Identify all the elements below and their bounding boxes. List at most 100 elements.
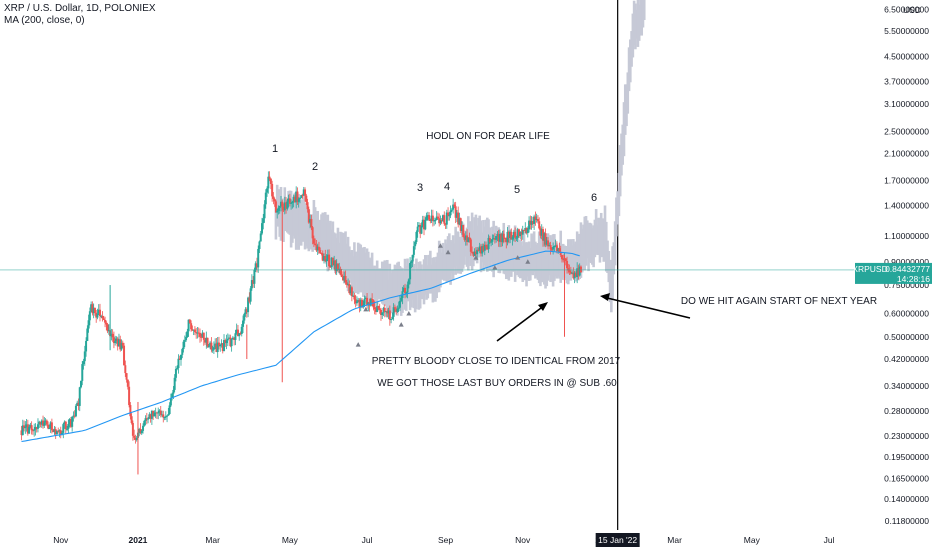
candle-up[interactable] — [330, 257, 333, 268]
candle-down[interactable] — [91, 304, 94, 314]
candle-up[interactable] — [278, 206, 281, 208]
candle-up[interactable] — [144, 418, 147, 421]
candle-up[interactable] — [207, 346, 210, 348]
candle-down[interactable] — [73, 415, 76, 417]
candle-down[interactable] — [547, 240, 550, 247]
candle-up[interactable] — [509, 231, 512, 238]
candle-down[interactable] — [488, 237, 491, 243]
candle-up[interactable] — [231, 337, 234, 340]
candle-up[interactable] — [164, 416, 167, 418]
candle-down[interactable] — [457, 212, 460, 225]
candle-down[interactable] — [105, 322, 108, 325]
candle-up[interactable] — [163, 416, 166, 418]
candle-down[interactable] — [162, 414, 165, 418]
candle-up[interactable] — [201, 332, 204, 337]
candle-up[interactable] — [548, 245, 551, 247]
candle-down[interactable] — [104, 319, 107, 323]
candle-down[interactable] — [206, 337, 209, 347]
candle-up[interactable] — [398, 300, 401, 308]
candle-down[interactable] — [178, 358, 181, 360]
candle-up[interactable] — [186, 331, 189, 338]
symbol-title[interactable]: XRP / U.S. Dollar, 1D, POLONIEX — [4, 3, 156, 14]
candle-down[interactable] — [350, 287, 353, 297]
candle-up[interactable] — [158, 410, 161, 413]
candle-down[interactable] — [345, 282, 348, 285]
candle-down[interactable] — [555, 245, 558, 252]
wave-label-4[interactable]: 4 — [444, 181, 450, 193]
candle-down[interactable] — [54, 429, 57, 435]
candle-up[interactable] — [498, 234, 501, 242]
candle-up[interactable] — [452, 204, 455, 210]
candle-up[interactable] — [492, 238, 495, 240]
candle-down[interactable] — [315, 245, 318, 251]
candle-down[interactable] — [272, 196, 275, 199]
candle-up[interactable] — [283, 202, 286, 211]
candle-down[interactable] — [353, 295, 356, 300]
wave-label-6[interactable]: 6 — [591, 192, 597, 204]
candle-down[interactable] — [77, 402, 80, 406]
candle-up[interactable] — [391, 316, 394, 320]
candle-down[interactable] — [239, 333, 242, 335]
candle-up[interactable] — [100, 315, 103, 317]
candle-down[interactable] — [188, 319, 191, 324]
candle-up[interactable] — [528, 220, 531, 230]
candle-down[interactable] — [525, 227, 528, 234]
candle-up[interactable] — [276, 210, 279, 213]
candle-down[interactable] — [507, 231, 510, 238]
candle-down[interactable] — [479, 246, 482, 254]
candle-down[interactable] — [339, 268, 342, 275]
candle-up[interactable] — [367, 302, 370, 306]
candle-up[interactable] — [244, 309, 247, 314]
candle-down[interactable] — [39, 421, 42, 425]
candle-up[interactable] — [421, 219, 424, 226]
candle-down[interactable] — [577, 268, 580, 276]
hodl-note[interactable]: HODL ON FOR DEAR LIFE — [426, 131, 550, 142]
candle-down[interactable] — [438, 218, 441, 224]
candle-up[interactable] — [205, 337, 208, 343]
candle-down[interactable] — [373, 307, 376, 310]
candle-down[interactable] — [482, 246, 485, 251]
candle-down[interactable] — [45, 420, 48, 425]
candle-down[interactable] — [472, 252, 475, 256]
candle-down[interactable] — [486, 246, 489, 250]
candle-up[interactable] — [333, 260, 336, 266]
candle-up[interactable] — [506, 231, 509, 243]
candle-down[interactable] — [47, 424, 50, 429]
candle-up[interactable] — [515, 237, 518, 239]
candle-up[interactable] — [36, 424, 39, 429]
candle-down[interactable] — [101, 315, 104, 319]
candle-down[interactable] — [344, 275, 347, 283]
candle-down[interactable] — [30, 425, 33, 431]
candle-up[interactable] — [148, 414, 151, 419]
candle-up[interactable] — [338, 268, 341, 270]
candle-up[interactable] — [543, 233, 546, 241]
candle-down[interactable] — [248, 297, 251, 302]
candle-up[interactable] — [220, 343, 223, 345]
candle-down[interactable] — [372, 300, 375, 308]
candle-down[interactable] — [510, 231, 513, 240]
candle-down[interactable] — [26, 424, 29, 434]
candle-down[interactable] — [395, 308, 398, 312]
candle-down[interactable] — [340, 274, 343, 278]
candle-down[interactable] — [112, 337, 115, 344]
candle-down[interactable] — [305, 195, 308, 203]
candle-up[interactable] — [117, 339, 120, 347]
candle-down[interactable] — [320, 252, 323, 254]
candle-up[interactable] — [512, 231, 515, 237]
candle-up[interactable] — [169, 397, 172, 406]
candle-down[interactable] — [152, 410, 155, 417]
candle-up[interactable] — [183, 340, 186, 342]
candle-down[interactable] — [134, 437, 137, 440]
candle-up[interactable] — [177, 358, 180, 369]
candle-down[interactable] — [131, 423, 134, 436]
candle-up[interactable] — [521, 229, 524, 235]
candle-down[interactable] — [564, 258, 567, 261]
candle-down[interactable] — [317, 246, 320, 250]
candle-up[interactable] — [34, 426, 37, 430]
candle-up[interactable] — [147, 418, 150, 420]
candle-up[interactable] — [72, 415, 75, 417]
candle-up[interactable] — [519, 232, 522, 237]
candle-down[interactable] — [324, 255, 327, 262]
candle-down[interactable] — [321, 253, 324, 261]
price-tag[interactable] — [855, 262, 932, 284]
